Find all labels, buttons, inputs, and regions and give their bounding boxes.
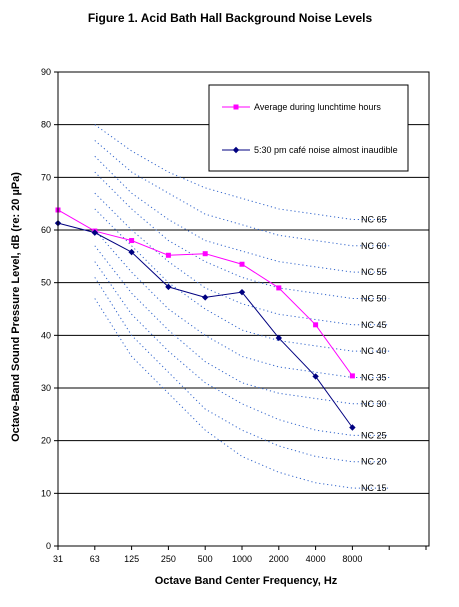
x-tick-label: 8000 — [342, 554, 362, 564]
data-point — [349, 373, 355, 379]
y-tick-label: 10 — [41, 488, 51, 498]
data-point — [238, 288, 246, 296]
series-2 — [54, 219, 356, 431]
nc-curve-label: NC 25 — [361, 430, 387, 440]
nc-curve — [94, 229, 390, 378]
nc-curve — [94, 192, 390, 326]
data-point — [129, 238, 135, 244]
nc-curve — [94, 155, 390, 273]
nc-curve — [94, 171, 390, 299]
nc-curve — [94, 277, 390, 463]
series-1 — [55, 207, 355, 379]
data-point — [202, 294, 209, 301]
nc-curve — [94, 298, 390, 489]
x-tick-label: 63 — [90, 554, 100, 564]
legend: Average during lunchtime hours 5:30 pm ca… — [208, 84, 409, 172]
grid — [58, 124, 429, 494]
nc-curves: NC 65 NC 60 NC 55 NC 50 NC 45 NC 40 NC 35 NC 30… — [94, 124, 390, 493]
data-point — [276, 285, 282, 291]
nc-curve-label: NC 45 — [361, 320, 387, 330]
series — [54, 207, 356, 431]
legend-marker — [232, 146, 240, 154]
x-tick-label: 250 — [161, 554, 176, 564]
plot-area — [57, 71, 430, 547]
nc-curve-label: NC 20 — [361, 457, 387, 467]
nc-curve-label: NC 40 — [361, 346, 387, 356]
x-tick-label: 31 — [53, 554, 63, 564]
legend-label: Average during lunchtime hours — [254, 102, 381, 112]
y-tick-label: 0 — [46, 541, 51, 551]
data-point — [349, 424, 356, 431]
x-axis-label: Octave Band Center Frequency, Hz — [155, 575, 338, 587]
nc-curve — [94, 245, 390, 405]
y-tick-label: 70 — [41, 172, 51, 182]
nc-curve-label: NC 65 — [361, 214, 387, 224]
y-tick-label: 80 — [41, 120, 51, 130]
data-point — [128, 248, 135, 256]
y-tick-label: 90 — [41, 67, 51, 77]
nc-curve-label: NC 15 — [361, 483, 387, 493]
nc-curve-label: NC 30 — [361, 399, 387, 409]
nc-curve — [94, 208, 390, 352]
y-tick-label: 30 — [41, 383, 51, 393]
x-tick-label: 4000 — [306, 554, 326, 564]
x-tick-label: 125 — [124, 554, 139, 564]
series-line — [57, 209, 353, 377]
data-point — [165, 283, 172, 291]
data-point — [202, 251, 208, 257]
nc-curve-label: NC 55 — [361, 267, 387, 277]
data-point — [275, 334, 282, 342]
legend-label: 5:30 pm café noise almost inaudible — [254, 145, 398, 155]
x-tick-label: 500 — [198, 554, 213, 564]
data-point — [313, 322, 319, 328]
x-tick-label: 1000 — [232, 554, 252, 564]
chart-title: Figure 1. Acid Bath Hall Background Nois… — [88, 11, 373, 25]
y-tick-label: 50 — [41, 278, 51, 288]
y-axis-ticks: 0 10 20 30 40 50 60 70 80 90 — [41, 67, 58, 551]
x-tick-label: 2000 — [269, 554, 289, 564]
nc-curve — [94, 261, 390, 436]
legend-marker — [233, 104, 239, 110]
x-axis-ticks: 31 63 125 250 500 1000 2000 4000 8000 — [53, 546, 427, 564]
y-axis-label: Octave-Band Sound Pressure Level, dB (re… — [10, 172, 22, 442]
y-tick-label: 40 — [41, 330, 51, 340]
data-point — [239, 261, 245, 267]
legend-box — [208, 84, 409, 172]
nc-curve-label: NC 35 — [361, 372, 387, 382]
data-point — [165, 252, 171, 258]
data-point — [312, 373, 319, 380]
y-tick-label: 60 — [41, 225, 51, 235]
y-tick-label: 20 — [41, 436, 51, 446]
nc-curve-label: NC 60 — [361, 241, 387, 251]
nc-curve-label: NC 50 — [361, 293, 387, 303]
data-point — [91, 229, 98, 236]
